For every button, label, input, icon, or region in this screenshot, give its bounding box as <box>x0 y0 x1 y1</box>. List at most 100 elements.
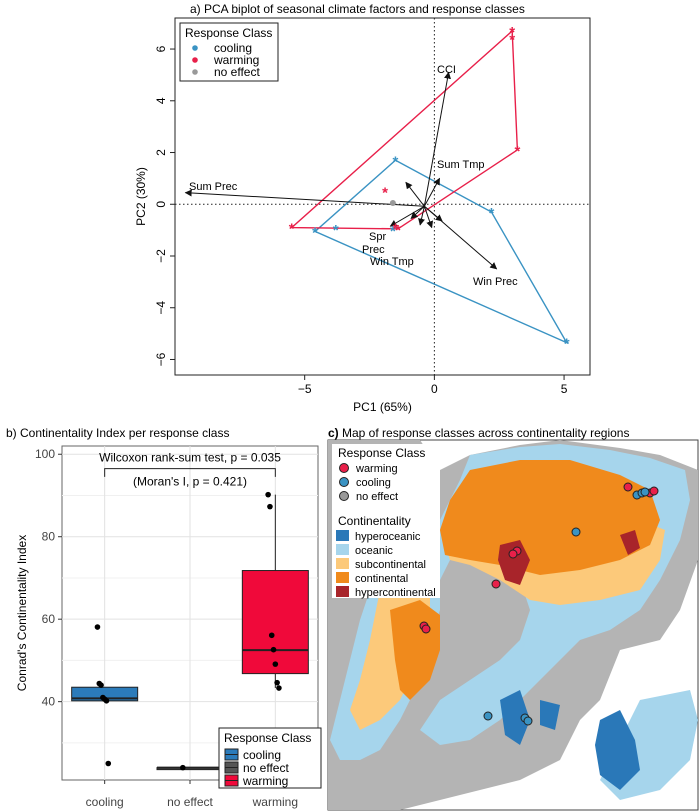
map-site-cooling <box>571 527 581 537</box>
map-site-warming <box>491 579 501 589</box>
map-hyperoceanic <box>500 690 640 790</box>
morans-label: (Moran's I, p = 0.421) <box>133 475 247 489</box>
loading-arrow <box>405 181 425 207</box>
map-frame <box>327 439 699 811</box>
box-legend-title: Response Class <box>224 731 311 745</box>
map-legend-response-label: no effect <box>356 491 398 503</box>
point-warming: * <box>289 221 295 238</box>
box-no-effect <box>156 767 224 771</box>
point-no-effect <box>389 199 396 206</box>
loading-arrow <box>423 206 434 229</box>
map-legend: Response Class warming cooling no effect Con… <box>332 444 440 599</box>
pca-legend-key <box>192 57 198 63</box>
box-point <box>100 694 106 701</box>
pca-legend-label: cooling <box>214 41 252 55</box>
box-y-tick-label: 80 <box>42 530 56 544</box>
map-legend-response-title: Response Class <box>338 446 425 460</box>
box-point <box>180 764 186 771</box>
box-x-tick-label: warming <box>252 795 298 809</box>
panel-c-label: c) <box>328 426 339 440</box>
box-point <box>274 679 280 686</box>
box-plot-frame <box>61 445 319 781</box>
pca-x-axis-label: PC1 (65%) <box>353 400 412 414</box>
point-warming: * <box>514 143 520 160</box>
pca-x-tick-label: −5 <box>298 382 312 396</box>
map-legend-continentality-label: continental <box>355 573 408 585</box>
pca-y-tick-label: −4 <box>154 301 168 315</box>
loading-label-win-tmp: Win Tmp <box>370 256 414 268</box>
box-legend-key <box>224 748 239 761</box>
pca-legend-key <box>192 69 198 75</box>
map-legend-response-label: cooling <box>356 477 391 489</box>
pca-y-tick-label: 4 <box>154 97 168 104</box>
box-warming <box>241 570 309 675</box>
point-cooling: * <box>393 153 399 170</box>
map-legend-response-label: warming <box>355 463 398 475</box>
box-point <box>270 646 277 653</box>
map-legend-continentality-key <box>336 572 349 583</box>
map-site-warming <box>421 624 431 634</box>
map-land-gray <box>328 440 698 810</box>
loading-label-prec: Prec <box>362 244 385 256</box>
map-site-cooling <box>640 487 650 497</box>
box-legend-label: no effect <box>243 761 289 775</box>
pca-legend-label: no effect <box>214 65 260 79</box>
panel-b-title: b) Continentality Index per response cla… <box>6 426 230 440</box>
panel-a-title: a) PCA biplot of seasonal climate factor… <box>190 2 525 16</box>
loading-arrow <box>410 205 425 219</box>
box-legend-key <box>224 761 239 774</box>
pca-x-tick-label: 0 <box>431 382 438 396</box>
pca-y-tick-label: 6 <box>154 45 168 52</box>
point-warming: * <box>393 221 399 238</box>
map-oceanic <box>330 444 698 800</box>
point-warming: * <box>382 184 388 201</box>
pca-y-tick-label: −6 <box>154 352 168 366</box>
map-site-cooling <box>523 716 533 726</box>
box-point <box>101 696 108 702</box>
map-legend-continentality-label: hypercontinental <box>355 587 436 599</box>
map-site-warming <box>512 546 522 556</box>
pca-legend-title: Response Class <box>185 26 272 40</box>
point-cooling: * <box>564 336 570 353</box>
map-hypercontinental <box>498 530 640 585</box>
map-site-cooling <box>637 488 647 498</box>
box-point <box>94 624 101 630</box>
box-point <box>265 491 271 498</box>
pca-y-axis-label: PC2 (30%) <box>134 167 148 226</box>
map-legend-continentality-key <box>336 544 349 555</box>
pca-y-tick-label: 0 <box>154 201 168 208</box>
loading-label-sum-prec: Sum Prec <box>189 181 238 193</box>
map-legend-continentality-label: oceanic <box>355 545 393 557</box>
map-legend-continentality-label: subcontinental <box>355 559 426 571</box>
map-sites <box>419 482 659 726</box>
loading-arrow <box>423 177 441 207</box>
map-legend-response-key <box>339 491 349 501</box>
loading-arrow <box>424 205 498 270</box>
box-point <box>267 503 273 510</box>
point-cooling: * <box>333 222 339 239</box>
significance-bracket <box>104 468 276 477</box>
box-point <box>268 632 275 639</box>
map-subcontinental <box>350 505 665 730</box>
box-y-tick-label: 40 <box>42 695 56 709</box>
loading-label-spr: Spr <box>369 231 386 243</box>
point-warming: * <box>509 24 515 41</box>
box-point <box>276 685 282 691</box>
loading-arrow <box>418 206 425 226</box>
map-site-warming <box>508 549 518 559</box>
box-x-tick-label: cooling <box>86 795 124 809</box>
box-legend-box <box>218 727 322 789</box>
map-legend-bg <box>332 444 440 598</box>
map-site-warming <box>419 621 429 631</box>
loading-arrow <box>389 205 425 227</box>
box-point <box>272 661 279 667</box>
box-point <box>103 698 110 704</box>
pca-plot-frame <box>174 17 591 376</box>
map-legend-response-key <box>339 477 349 487</box>
map-legend-continentality-key <box>336 530 349 541</box>
loading-arrow <box>424 205 443 222</box>
box-point <box>96 680 103 687</box>
